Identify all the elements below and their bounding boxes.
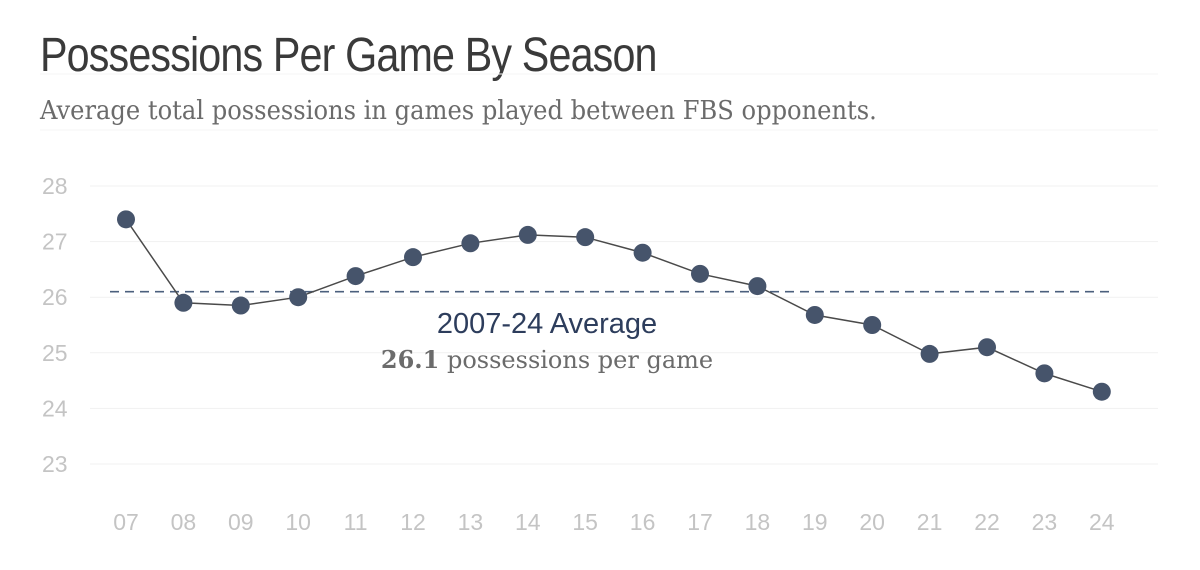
y-axis-ticks: 28 27 26 25 24 23 bbox=[42, 173, 68, 477]
data-point bbox=[863, 316, 882, 334]
chart-subtitle: Average total possessions in games playe… bbox=[40, 96, 877, 126]
data-points bbox=[117, 210, 1111, 401]
x-tick-label: 18 bbox=[745, 509, 771, 535]
y-tick-label: 25 bbox=[42, 340, 68, 366]
data-point bbox=[633, 243, 652, 262]
average-label: 2007-24 Average bbox=[437, 308, 657, 340]
series-line-group bbox=[125, 218, 1103, 393]
data-point bbox=[461, 234, 480, 253]
y-tick-label: 26 bbox=[42, 284, 68, 310]
x-tick-label: 12 bbox=[400, 509, 426, 535]
x-tick-label: 07 bbox=[113, 509, 139, 535]
y-tick-label: 24 bbox=[42, 395, 68, 421]
data-point bbox=[518, 225, 537, 244]
x-tick-label: 21 bbox=[917, 509, 943, 535]
x-axis-ticks: 07 08 09 10 11 12 13 14 15 16 17 18 19 20 21 22 23 24 bbox=[113, 509, 1115, 535]
data-point bbox=[1035, 364, 1054, 383]
x-tick-label: 16 bbox=[630, 509, 656, 535]
data-point bbox=[117, 210, 135, 229]
x-tick-label: 15 bbox=[572, 509, 598, 535]
grid-lines bbox=[40, 73, 1158, 465]
data-point bbox=[404, 248, 422, 267]
x-tick-label: 22 bbox=[974, 509, 1000, 535]
data-point bbox=[691, 264, 709, 283]
average-unit-text: possessions per game bbox=[439, 346, 713, 374]
data-point bbox=[289, 288, 308, 307]
x-tick-label: 09 bbox=[228, 509, 254, 535]
average-sublabel: 26.1 possessions per game bbox=[381, 345, 713, 374]
data-point bbox=[920, 344, 939, 363]
x-tick-label: 08 bbox=[171, 509, 197, 535]
x-tick-label: 13 bbox=[458, 509, 484, 535]
x-tick-label: 23 bbox=[1032, 509, 1058, 535]
x-tick-label: 10 bbox=[285, 509, 311, 535]
y-tick-label: 28 bbox=[42, 173, 68, 199]
series-line bbox=[125, 218, 1103, 393]
x-tick-label: 11 bbox=[344, 509, 368, 535]
x-tick-label: 17 bbox=[687, 509, 713, 535]
chart-title: Possessions Per Game By Season bbox=[40, 29, 658, 82]
x-tick-label: 20 bbox=[859, 509, 885, 535]
average-number: 26.1 bbox=[381, 345, 439, 374]
data-point bbox=[346, 267, 365, 286]
data-point bbox=[748, 277, 767, 296]
data-point bbox=[231, 296, 250, 315]
y-tick-label: 27 bbox=[42, 229, 68, 255]
x-tick-label: 14 bbox=[515, 509, 541, 535]
data-point bbox=[805, 305, 824, 324]
x-tick-label: 24 bbox=[1089, 509, 1115, 535]
data-point bbox=[1092, 382, 1111, 401]
x-tick-label: 19 bbox=[802, 509, 828, 535]
data-point bbox=[576, 228, 595, 247]
data-point bbox=[174, 293, 193, 312]
data-point bbox=[978, 338, 996, 357]
y-tick-label: 23 bbox=[42, 451, 68, 477]
